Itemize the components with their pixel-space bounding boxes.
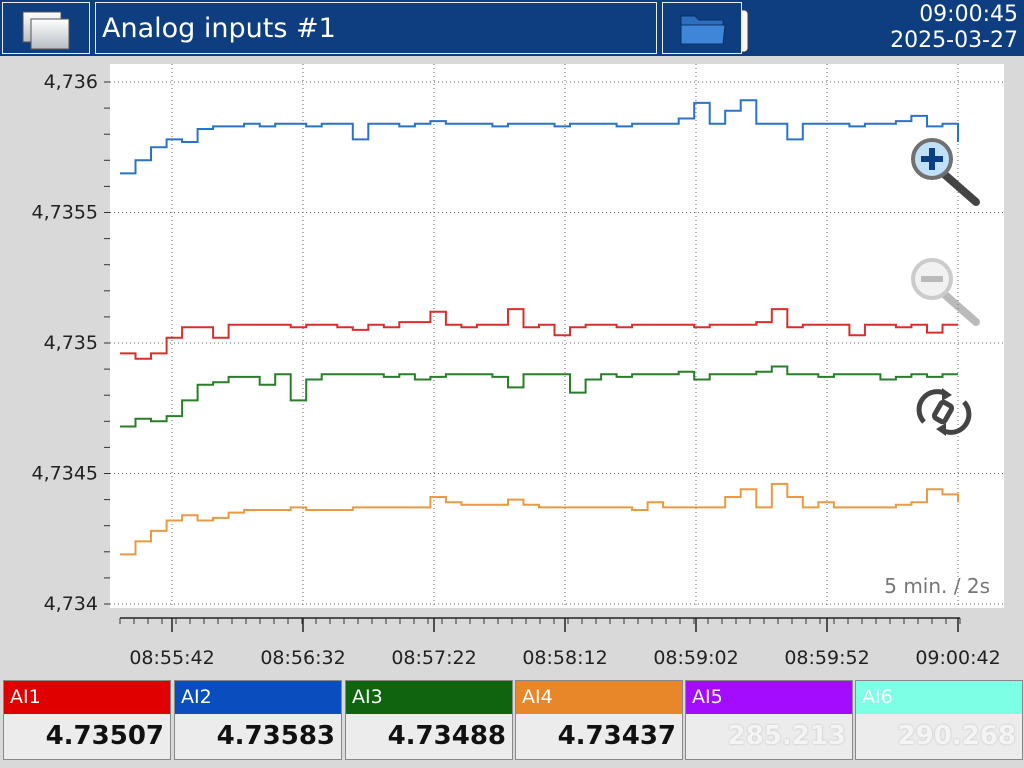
x-tick-label: 08:59:52: [784, 647, 869, 669]
series-line-ai2: [120, 99, 959, 175]
y-tick-label: 4,7345: [32, 463, 98, 485]
folder-icon: [680, 15, 726, 45]
y-axis: 4,736 4,7355 4,735 4,7345 4,734: [32, 71, 110, 615]
zoom-in-button[interactable]: [906, 136, 986, 216]
time-scale-label: 5 min. / 2s: [884, 574, 990, 598]
channel-tile-ai5[interactable]: AI5 285.213: [685, 680, 853, 760]
zoom-in-icon: [911, 138, 980, 206]
channel-value: 4.73488: [387, 721, 506, 751]
channel-tile-ai6[interactable]: AI6 290.268: [855, 680, 1023, 760]
channel-value: 285.213: [727, 721, 846, 751]
y-tick-label: 4,736: [44, 71, 98, 93]
channel-label: AI4: [516, 681, 682, 714]
x-tick-label: 08:59:02: [653, 647, 738, 669]
chart-area: 4,736 4,7355 4,735 4,7345 4,734 08:55:42 08:5…: [0, 56, 1024, 678]
channel-tile-ai2[interactable]: AI2 4.73583: [174, 680, 342, 760]
series-lines: [120, 99, 959, 556]
channel-value: 4.73437: [557, 721, 676, 751]
x-tick-label: 09:00:42: [915, 647, 1000, 669]
y-tick-label: 4,735: [44, 332, 98, 354]
clock-date: 2025-03-27: [890, 28, 1018, 53]
title-box: Analog inputs #1: [95, 2, 749, 54]
page-title: Analog inputs #1: [102, 13, 336, 44]
channel-panel: AI1 4.73507 AI2 4.73583 AI3 4.73488 AI4 4.73437…: [0, 678, 1024, 768]
channel-tile-ai3[interactable]: AI3 4.73488: [345, 680, 513, 760]
channel-value: 290.268: [897, 721, 1016, 751]
series-line-ai1: [120, 308, 958, 360]
windows-button[interactable]: [2, 2, 90, 54]
channel-label: AI6: [856, 681, 1022, 714]
channel-label: AI3: [346, 681, 512, 714]
clock-time: 09:00:45: [919, 2, 1018, 27]
channel-tile-ai4[interactable]: AI4 4.73437: [515, 680, 683, 760]
x-tick-label: 08:56:32: [260, 647, 345, 669]
channel-label: AI1: [4, 681, 170, 714]
channel-value: 4.73507: [45, 721, 164, 751]
zoom-out-button[interactable]: [906, 256, 986, 336]
series-line-ai3: [120, 365, 958, 428]
channel-label: AI2: [175, 681, 341, 714]
y-tick-label: 4,734: [44, 593, 98, 615]
top-bar: Analog inputs #1 09:00:45 2025-03-27: [0, 0, 1024, 56]
folder-button[interactable]: [662, 2, 742, 54]
channel-value: 4.73583: [216, 721, 335, 751]
x-axis: 08:55:42 08:56:32 08:57:22 08:58:12 08:59:02…: [119, 617, 1001, 669]
clock: 09:00:45 2025-03-27: [890, 2, 1018, 54]
y-tick-label: 4,7355: [32, 202, 98, 224]
channel-tile-ai1[interactable]: AI1 4.73507: [3, 680, 171, 760]
series-line-ai4: [120, 482, 959, 556]
reset-zoom-button[interactable]: [914, 386, 974, 438]
zoom-out-icon: [911, 258, 980, 326]
x-tick-label: 08:57:22: [391, 647, 476, 669]
x-tick-label: 08:55:42: [129, 647, 214, 669]
windows-icon: [22, 11, 70, 50]
x-tick-label: 08:58:12: [522, 647, 607, 669]
refresh-icon: [916, 389, 972, 435]
channel-label: AI5: [686, 681, 852, 714]
